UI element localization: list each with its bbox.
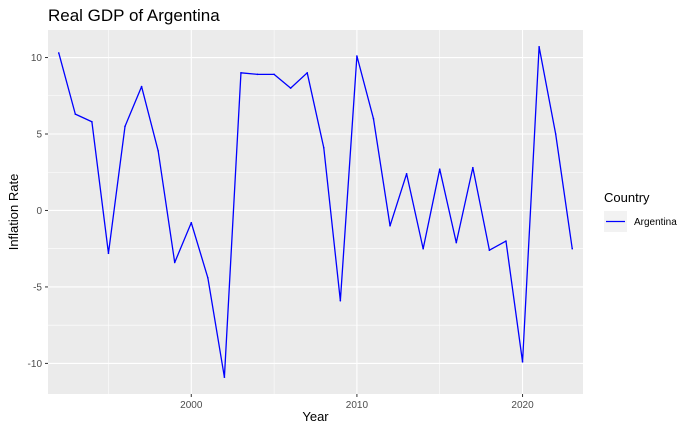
major-gridlines <box>48 30 583 394</box>
legend-label-argentina: Argentina <box>634 217 677 228</box>
data-point <box>124 125 126 128</box>
data-point <box>372 117 375 120</box>
x-axis-title: Year <box>302 409 329 424</box>
y-tick-label: 5 <box>36 130 42 141</box>
data-point <box>289 87 292 89</box>
data-point <box>472 166 474 169</box>
data-point <box>157 150 159 152</box>
data-point <box>571 247 574 250</box>
data-point <box>389 224 391 227</box>
x-axis: 2000 2010 2020 <box>180 394 534 411</box>
data-point <box>57 52 60 54</box>
y-axis: -10 -5 0 5 10 <box>28 53 48 370</box>
data-point <box>190 221 193 224</box>
plot-panel <box>48 30 583 394</box>
y-tick-label: -5 <box>33 282 42 293</box>
data-point <box>306 72 309 74</box>
y-tick-label: 0 <box>36 206 42 217</box>
data-point <box>356 55 358 57</box>
data-point <box>405 172 408 175</box>
y-tick-label: 10 <box>31 53 43 64</box>
data-point <box>505 240 507 242</box>
data-point <box>488 249 491 252</box>
data-point <box>223 376 226 378</box>
x-tick-label: 2010 <box>346 400 369 411</box>
data-point <box>422 247 424 250</box>
data-point <box>140 85 143 88</box>
data-point <box>339 299 342 302</box>
data-point <box>521 361 524 363</box>
data-point <box>74 113 77 115</box>
chart-title: Real GDP of Argentina <box>48 6 220 25</box>
data-point <box>91 120 93 123</box>
legend: Country Argentina <box>604 190 677 232</box>
data-point <box>322 146 325 149</box>
y-tick-label: -10 <box>28 359 43 370</box>
data-point <box>273 73 275 76</box>
legend-title: Country <box>604 190 650 205</box>
data-point <box>438 168 441 170</box>
data-point <box>107 252 110 255</box>
series-line-argentina <box>58 46 573 378</box>
x-tick-label: 2020 <box>511 400 534 411</box>
data-point <box>173 261 176 264</box>
y-axis-title: Inflation Rate <box>6 174 21 251</box>
data-point <box>207 276 209 279</box>
data-point <box>554 133 557 135</box>
data-point <box>455 241 458 244</box>
series-layer <box>57 46 574 378</box>
data-point <box>538 46 540 48</box>
data-point <box>256 73 259 76</box>
x-tick-label: 2000 <box>180 400 203 411</box>
data-point <box>240 72 242 74</box>
